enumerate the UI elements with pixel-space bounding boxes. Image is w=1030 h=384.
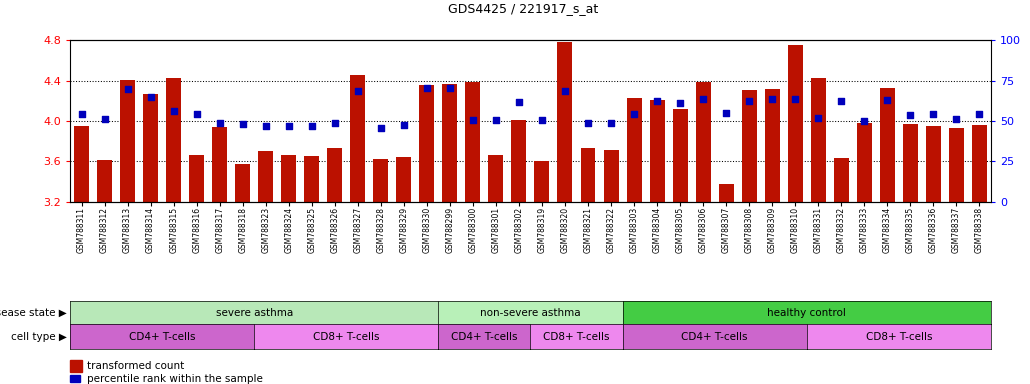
Point	[603, 120, 619, 126]
Bar	[328, 148, 342, 202]
Bar	[764, 89, 780, 202]
Bar	[74, 126, 89, 202]
Point	[211, 120, 228, 126]
Bar	[880, 88, 895, 202]
Point	[787, 96, 803, 102]
Bar	[626, 98, 642, 202]
Point	[349, 88, 366, 94]
Bar	[419, 84, 435, 202]
Text: percentile rank within the sample: percentile rank within the sample	[87, 374, 263, 384]
Point	[258, 123, 274, 129]
Bar	[190, 155, 204, 202]
Point	[534, 117, 550, 123]
Bar	[557, 42, 573, 202]
Bar	[212, 127, 228, 202]
Point	[649, 98, 665, 104]
Bar	[143, 94, 158, 202]
Point	[948, 116, 964, 122]
Point	[764, 96, 781, 102]
Point	[373, 125, 389, 131]
Point	[902, 112, 919, 118]
Point	[327, 120, 343, 126]
Bar	[650, 100, 664, 202]
Bar	[166, 78, 181, 202]
Point	[280, 123, 297, 129]
Text: transformed count: transformed count	[87, 361, 183, 371]
Bar	[259, 151, 273, 202]
Point	[833, 98, 850, 104]
Point	[741, 98, 757, 104]
Point	[557, 88, 574, 94]
Point	[879, 97, 895, 103]
Bar	[903, 124, 918, 202]
Text: CD4+ T-cells: CD4+ T-cells	[451, 332, 518, 342]
Bar	[719, 184, 733, 202]
Text: GDS4425 / 221917_s_at: GDS4425 / 221917_s_at	[448, 2, 598, 15]
Bar	[742, 90, 757, 202]
Bar	[373, 159, 388, 202]
Text: CD8+ T-cells: CD8+ T-cells	[865, 332, 932, 342]
Bar	[833, 158, 849, 202]
Bar	[695, 82, 711, 202]
Text: severe asthma: severe asthma	[215, 308, 293, 318]
Bar	[488, 155, 504, 202]
Bar	[350, 74, 366, 202]
Bar	[97, 160, 112, 202]
Bar	[466, 82, 480, 202]
Bar	[604, 150, 618, 202]
Point	[235, 121, 251, 127]
Text: CD8+ T-cells: CD8+ T-cells	[543, 332, 610, 342]
Point	[97, 116, 113, 122]
Bar	[281, 155, 297, 202]
Bar	[673, 109, 688, 202]
Bar	[811, 78, 826, 202]
Text: non-severe asthma: non-severe asthma	[480, 308, 581, 318]
Text: CD8+ T-cells: CD8+ T-cells	[313, 332, 379, 342]
Text: cell type ▶: cell type ▶	[11, 332, 67, 342]
Text: CD4+ T-cells: CD4+ T-cells	[129, 332, 196, 342]
Text: healthy control: healthy control	[767, 308, 846, 318]
Bar	[235, 164, 250, 202]
Point	[626, 111, 643, 117]
Point	[695, 96, 712, 102]
Point	[580, 120, 596, 126]
Bar	[926, 126, 940, 202]
Bar	[972, 125, 987, 202]
Point	[73, 111, 90, 117]
Text: disease state ▶: disease state ▶	[0, 308, 67, 318]
Point	[971, 111, 988, 117]
Point	[442, 84, 458, 91]
Bar	[121, 79, 135, 202]
Bar	[857, 123, 871, 202]
Text: CD4+ T-cells: CD4+ T-cells	[682, 332, 748, 342]
Bar	[581, 148, 595, 202]
Point	[925, 111, 941, 117]
Bar	[949, 128, 964, 202]
Point	[142, 94, 159, 100]
Point	[119, 86, 136, 92]
Point	[672, 100, 688, 106]
Bar	[397, 157, 411, 202]
Point	[188, 111, 205, 117]
Point	[487, 117, 504, 123]
Point	[511, 99, 527, 105]
Bar	[304, 156, 319, 202]
Point	[166, 108, 182, 114]
Point	[418, 84, 435, 91]
Point	[396, 122, 412, 128]
Bar	[512, 120, 526, 202]
Bar	[443, 84, 457, 202]
Point	[810, 115, 826, 121]
Bar	[535, 161, 549, 202]
Bar	[788, 45, 802, 202]
Point	[718, 110, 734, 116]
Point	[856, 118, 872, 124]
Point	[465, 117, 481, 123]
Point	[304, 123, 320, 129]
